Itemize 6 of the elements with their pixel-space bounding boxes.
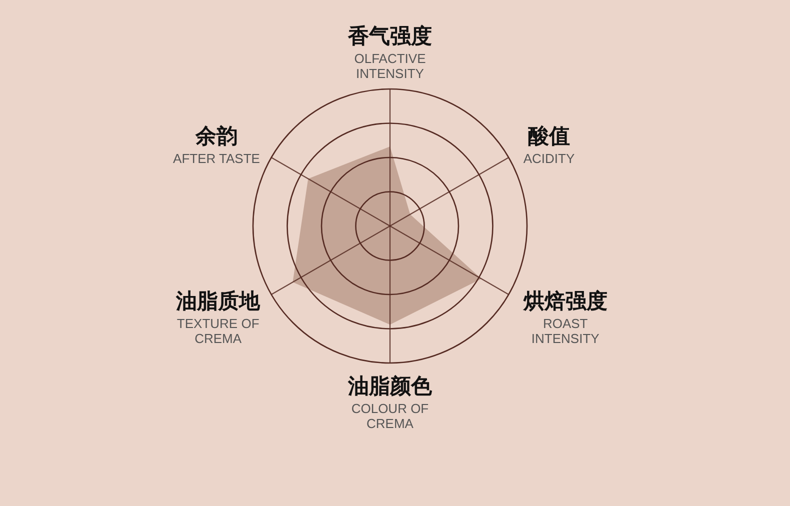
spoke-label: 余韵 AFTER TASTE <box>173 124 260 166</box>
spoke-label: 烘焙强度 ROAST INTENSITY <box>522 289 608 346</box>
spoke-label: 油脂质地 TEXTURE OF CREMA <box>175 289 262 346</box>
spoke-label: 酸值 ACIDITY <box>523 124 575 166</box>
spoke-label: 香气强度 OLFACTIVE INTENSITY <box>347 24 432 81</box>
spoke-label: 油脂颜色 COLOUR OF CREMA <box>347 374 433 431</box>
